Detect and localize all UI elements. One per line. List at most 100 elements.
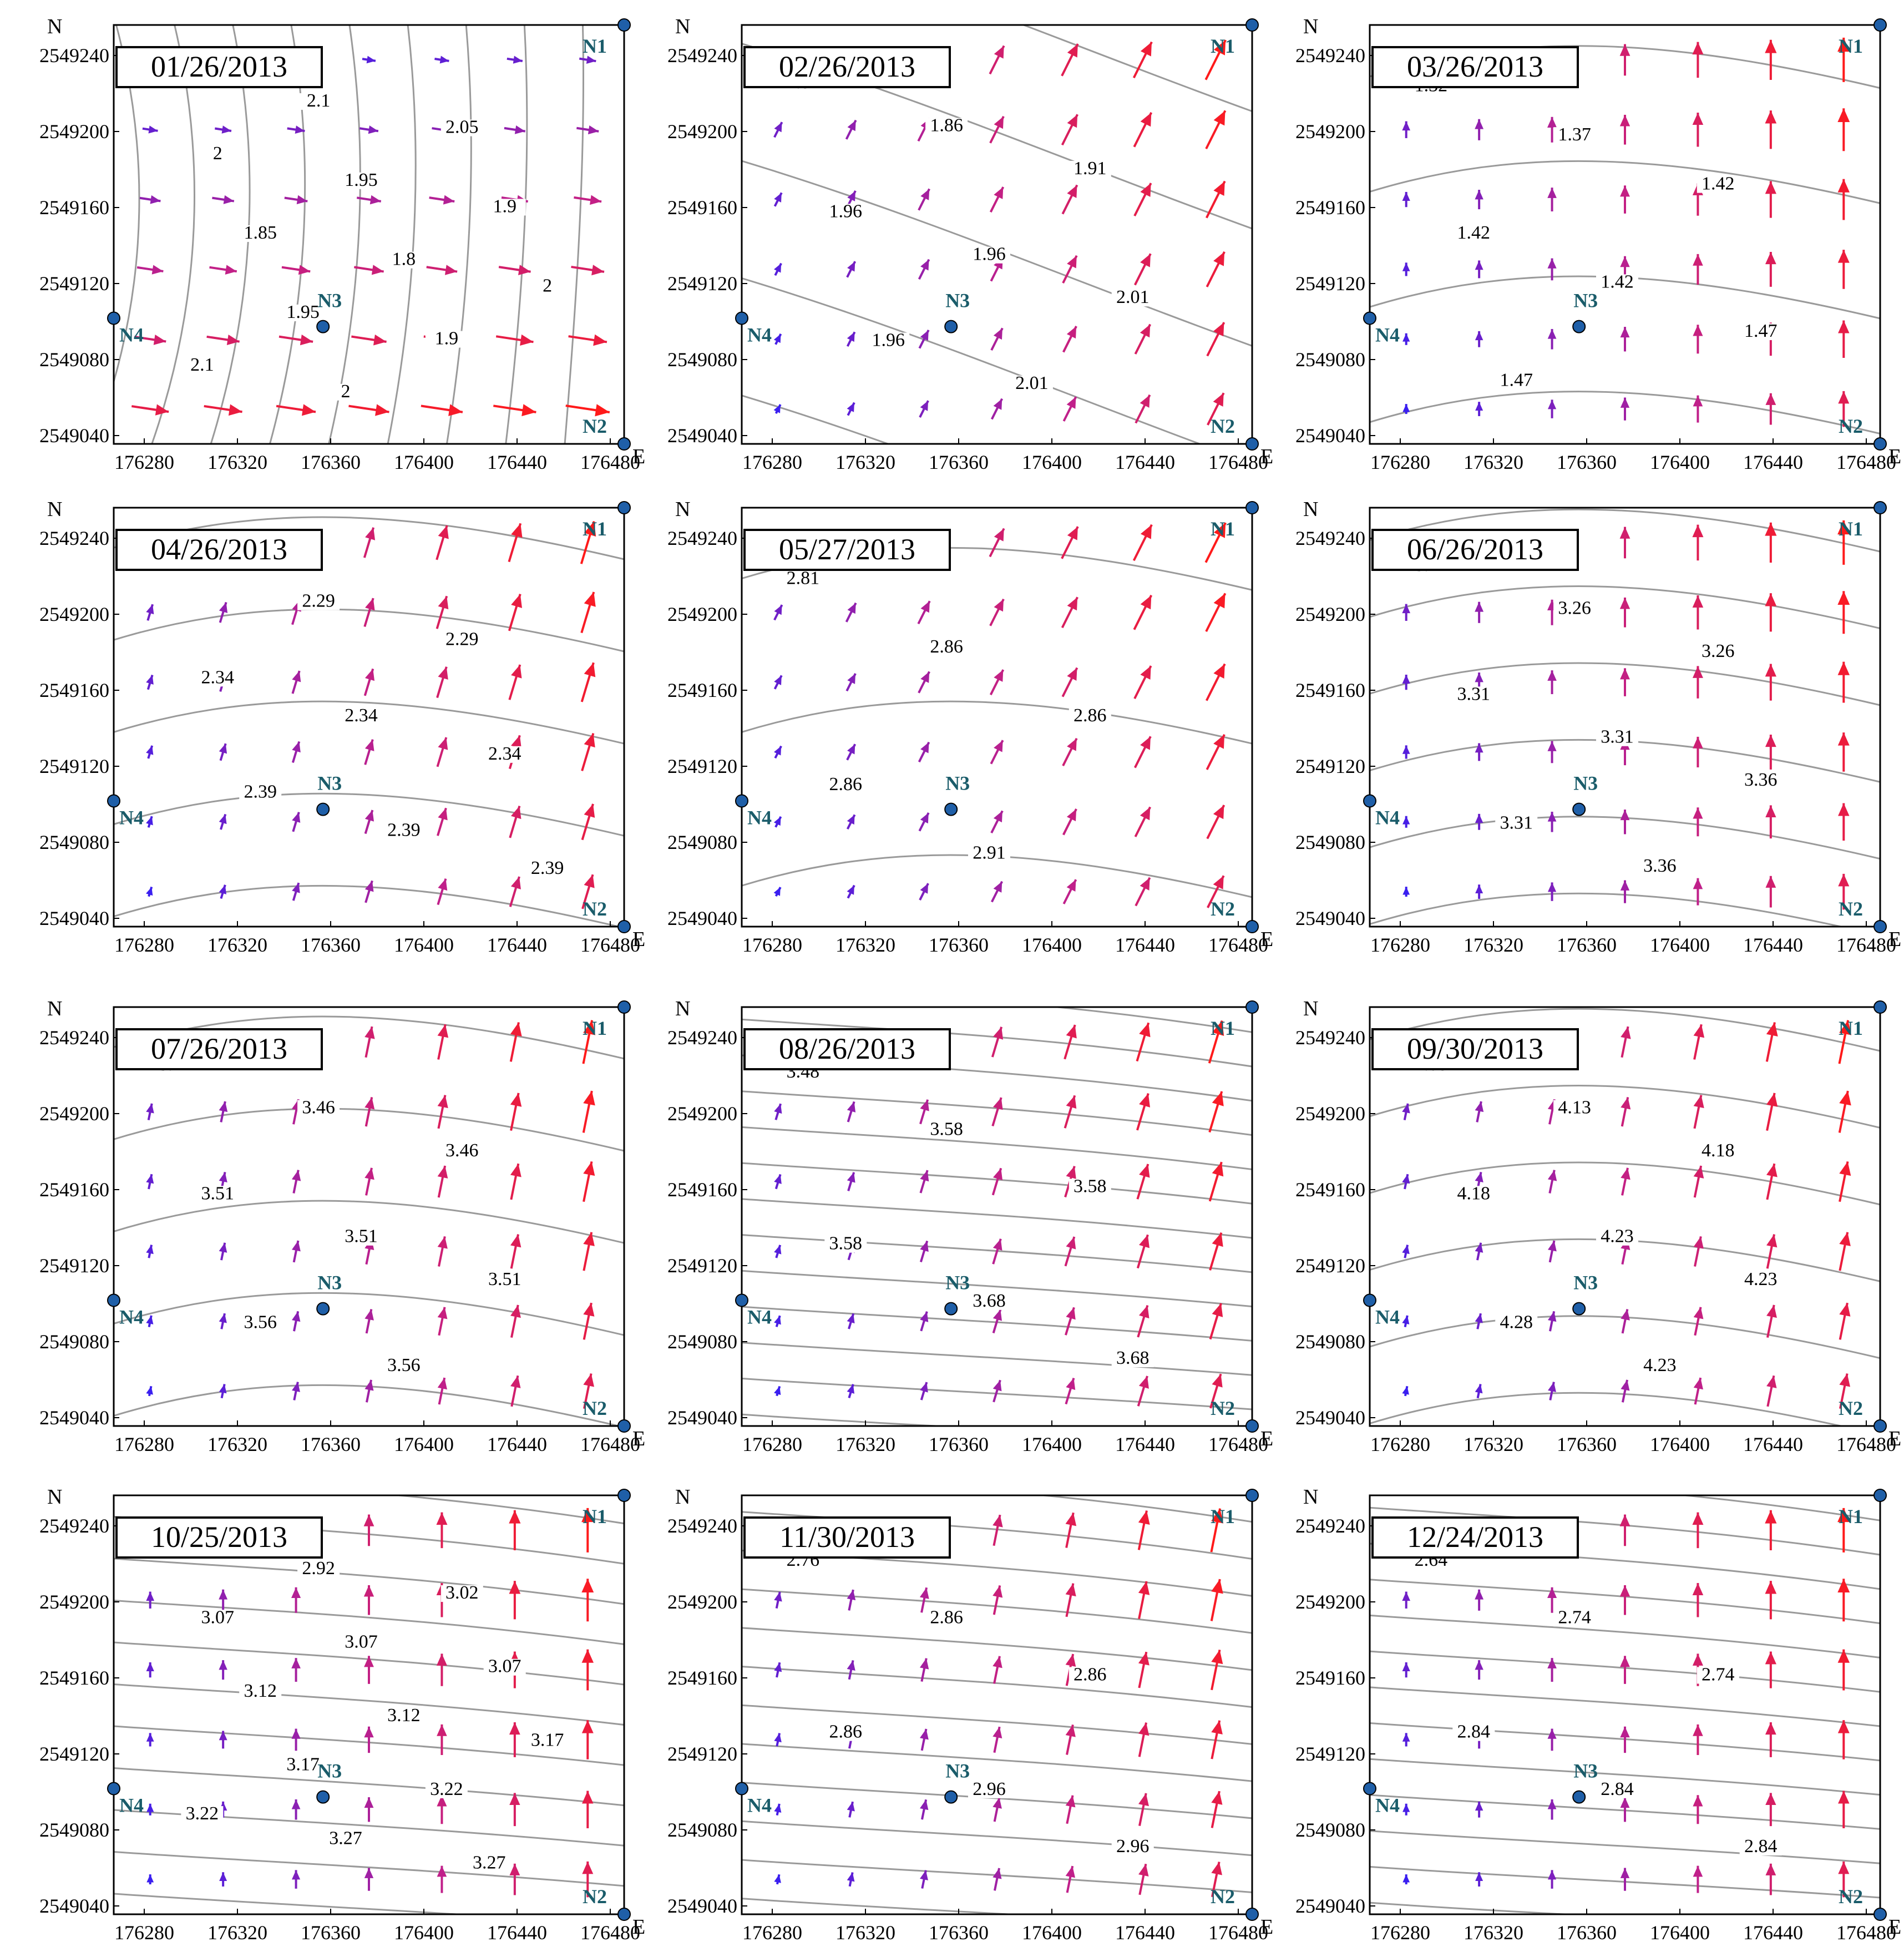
contour-line [1370, 508, 1880, 553]
x-tick-label: 176320 [207, 1433, 267, 1455]
contour-label: 1.95 [345, 170, 378, 190]
flow-arrow [773, 816, 782, 828]
y-tick-label: 2549040 [1295, 1895, 1365, 1917]
flow-arrow [581, 803, 595, 841]
date-text: 09/30/2013 [1407, 1032, 1543, 1065]
flow-arrow [291, 1170, 301, 1194]
flow-arrow [146, 1245, 154, 1258]
flow-arrow [437, 1095, 448, 1129]
flow-arrow [989, 45, 1005, 75]
svg-text:N3: N3 [945, 290, 970, 312]
east-label: E [632, 928, 645, 951]
flow-arrow [1062, 737, 1078, 766]
flow-arrow [847, 884, 855, 899]
flow-arrow [1135, 394, 1151, 424]
x-tick-label: 176320 [1464, 934, 1523, 956]
node-n2: N2 [1211, 898, 1259, 933]
x-tick-label: 176280 [742, 1433, 802, 1455]
y-tick-label: 2549120 [1295, 755, 1365, 777]
flow-arrow [1837, 37, 1850, 82]
flow-arrow [1766, 1093, 1778, 1131]
flow-arrow [1766, 1163, 1778, 1200]
x-tick-label: 176480 [1836, 934, 1896, 956]
contour-line [1370, 585, 1880, 630]
east-label: E [1260, 928, 1273, 951]
flow-arrow [1766, 1375, 1777, 1407]
x-tick-label: 176480 [1836, 1433, 1896, 1455]
flow-arrow [493, 404, 536, 417]
flow-arrow [1475, 260, 1483, 279]
x-tick-label: 176440 [1115, 1921, 1175, 1944]
flow-arrow [992, 1656, 1002, 1684]
svg-text:N3: N3 [1573, 1760, 1598, 1782]
flow-arrow [510, 1234, 521, 1269]
contour-label: 3.68 [1116, 1348, 1150, 1368]
contour-label-bg [1495, 372, 1538, 390]
x-tick-label: 176280 [114, 451, 174, 473]
contour-label-bg [425, 331, 468, 348]
svg-text:N4: N4 [747, 807, 772, 829]
contour-label-bg [824, 204, 867, 221]
flow-arrow [1837, 179, 1850, 220]
flow-arrow [1547, 811, 1557, 832]
contour-label-bg [440, 119, 483, 136]
flow-arrow [146, 1803, 154, 1816]
node-n2: N2 [1211, 415, 1259, 451]
flow-arrow [364, 1656, 374, 1684]
plot-frame [113, 1494, 625, 1915]
y-tick-label: 2549160 [1295, 1667, 1365, 1689]
y-tick-label: 2549240 [1295, 527, 1365, 549]
contour-label-bg [526, 1732, 569, 1749]
flow-arrow [1065, 1724, 1076, 1755]
flow-arrow [1402, 191, 1410, 208]
flow-arrow [356, 195, 382, 205]
flow-arrow [1138, 1651, 1150, 1688]
flow-arrow [1838, 391, 1850, 427]
flow-arrow [1137, 1510, 1150, 1550]
node-n1: N1 [583, 1489, 631, 1528]
y-tick-label: 2549240 [1295, 44, 1365, 67]
node-n2: N2 [583, 898, 631, 933]
flow-arrow [1620, 810, 1630, 835]
flow-arrow [918, 329, 930, 349]
y-tick-label: 2549160 [667, 1179, 737, 1201]
flow-arrow [565, 404, 610, 417]
flow-arrow [1621, 1309, 1630, 1334]
flow-arrow [1837, 250, 1850, 289]
flow-arrow [989, 186, 1005, 213]
flow-arrow [919, 400, 929, 418]
flow-arrow [847, 1172, 855, 1191]
north-label: N [47, 1485, 62, 1509]
contour-line [1370, 1392, 1845, 1426]
flow-arrow [990, 327, 1004, 351]
flow-arrow [1837, 732, 1850, 772]
contour-label-bg [181, 1806, 224, 1823]
contour-line [114, 1599, 624, 1645]
contour-label-bg [1739, 772, 1782, 790]
contour-line [114, 1850, 624, 1887]
north-label: N [675, 498, 690, 521]
x-tick-label: 176360 [301, 1433, 361, 1455]
contour-label: 1.9 [435, 328, 459, 349]
flow-arrow [1211, 1862, 1223, 1898]
flow-arrow [219, 813, 227, 830]
contour-line [114, 1200, 624, 1244]
node-n3: N3 [1572, 1760, 1598, 1804]
flow-arrow [992, 1309, 1002, 1334]
flow-arrow [291, 1728, 301, 1751]
flow-arrow [1547, 117, 1557, 143]
contour-line [1370, 1579, 1880, 1625]
svg-text:N4: N4 [1375, 1794, 1400, 1817]
x-tick-label: 176480 [1208, 1921, 1268, 1944]
flow-arrow [1061, 596, 1078, 629]
svg-text:N2: N2 [1211, 1397, 1235, 1419]
contour-label: 2 [341, 381, 351, 402]
x-tick-label: 176320 [835, 1921, 895, 1944]
flow-arrow [1208, 1020, 1224, 1064]
east-label: E [1888, 1915, 1901, 1939]
flow-arrow [363, 598, 375, 628]
flow-arrow [1062, 808, 1077, 836]
contour-label-bg [1452, 1724, 1495, 1741]
flow-arrow [1065, 1795, 1076, 1824]
flow-arrow [1133, 736, 1152, 768]
